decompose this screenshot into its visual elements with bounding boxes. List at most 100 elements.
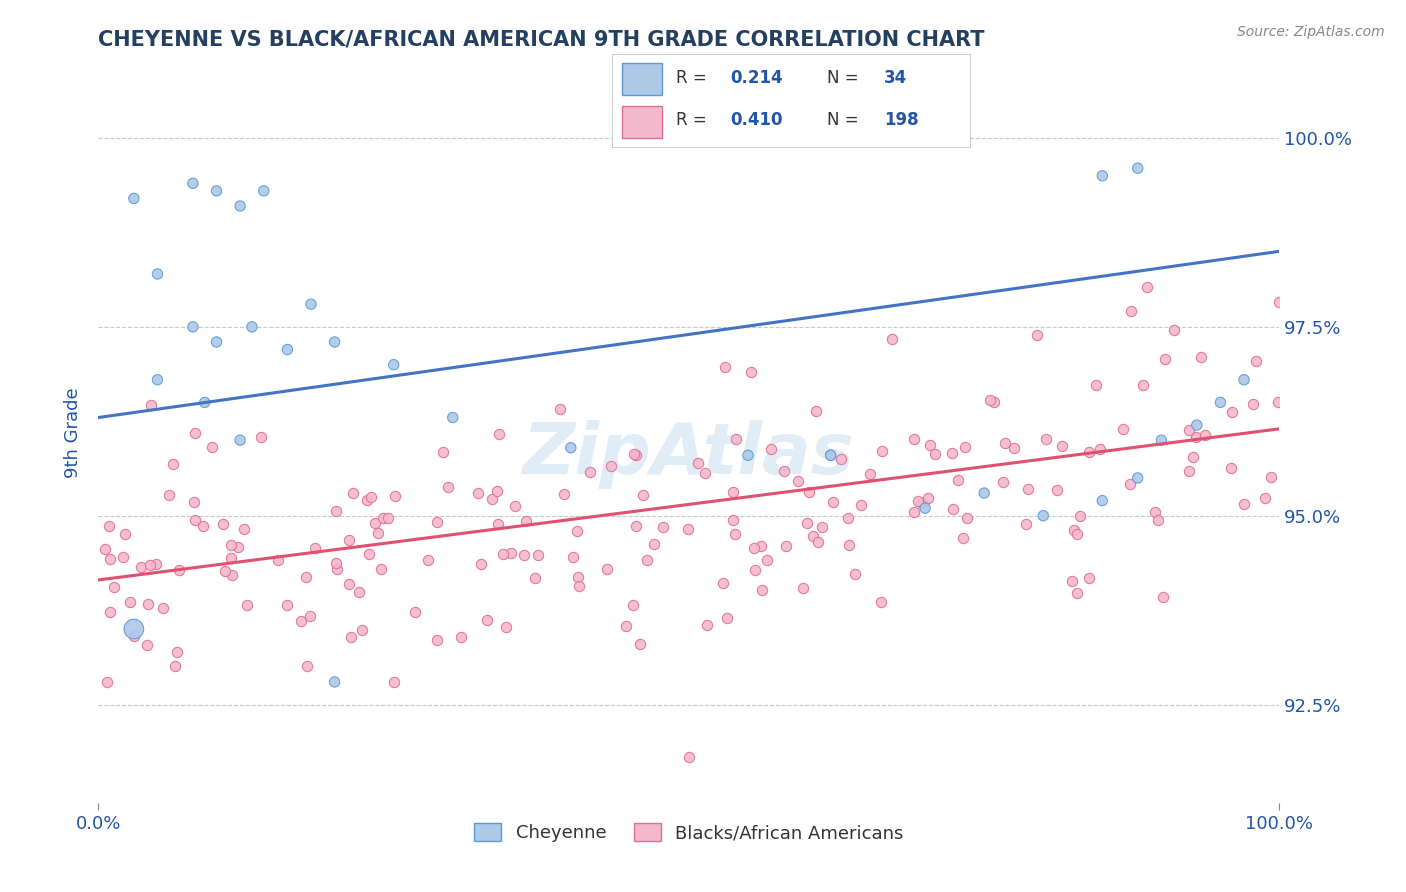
Point xyxy=(370,561,392,575)
Point xyxy=(201,441,224,455)
Point xyxy=(1254,491,1277,505)
Point xyxy=(382,674,405,689)
Point xyxy=(226,541,249,555)
Point xyxy=(596,562,619,576)
Point xyxy=(723,513,745,527)
Point xyxy=(1181,450,1204,465)
Point xyxy=(955,440,977,454)
Point xyxy=(911,496,934,510)
Point xyxy=(118,595,141,609)
Point xyxy=(755,553,778,567)
Point xyxy=(914,501,936,516)
Point xyxy=(122,191,145,205)
Point xyxy=(693,466,716,480)
Point xyxy=(920,438,942,452)
Point xyxy=(821,495,844,509)
Point xyxy=(924,447,946,461)
Point xyxy=(491,547,513,561)
Point xyxy=(1132,378,1154,392)
Point xyxy=(1069,508,1091,523)
Point xyxy=(304,541,326,556)
Point xyxy=(716,611,738,625)
Point xyxy=(1112,422,1135,436)
Point xyxy=(184,513,207,527)
Point xyxy=(337,533,360,548)
Point xyxy=(357,547,380,561)
Point xyxy=(1194,428,1216,442)
Point xyxy=(475,613,498,627)
Point xyxy=(787,474,810,488)
Y-axis label: 9th Grade: 9th Grade xyxy=(65,387,83,478)
Point xyxy=(623,599,645,613)
Point xyxy=(676,523,699,537)
Legend: Cheyenne, Blacks/African Americans: Cheyenne, Blacks/African Americans xyxy=(467,815,911,849)
Point xyxy=(737,448,759,462)
Point xyxy=(212,517,235,532)
Point xyxy=(1025,327,1047,342)
Text: N =: N = xyxy=(827,70,863,87)
Point xyxy=(1035,432,1057,446)
Point xyxy=(1178,464,1201,478)
Point xyxy=(1220,461,1243,475)
Point xyxy=(1063,523,1085,537)
Point xyxy=(360,490,382,504)
Point xyxy=(1153,352,1175,367)
Point xyxy=(801,529,824,543)
Point xyxy=(1233,373,1256,387)
Point xyxy=(167,563,190,577)
Point xyxy=(1143,505,1166,519)
Point xyxy=(1233,496,1256,510)
Point xyxy=(240,319,263,334)
Point xyxy=(295,570,318,584)
Point xyxy=(993,436,1015,450)
Point xyxy=(96,674,118,689)
Point xyxy=(233,522,256,536)
Point xyxy=(515,514,537,528)
Point xyxy=(136,597,159,611)
Point xyxy=(450,630,472,644)
Point xyxy=(1066,586,1088,600)
Point xyxy=(267,553,290,567)
Point xyxy=(162,457,184,471)
Point xyxy=(184,425,207,440)
Point xyxy=(979,392,1001,407)
Point xyxy=(1177,423,1199,437)
Point xyxy=(367,525,389,540)
Point xyxy=(1121,304,1143,318)
Point xyxy=(181,319,204,334)
Point xyxy=(356,493,378,508)
Point xyxy=(1084,378,1107,392)
FancyBboxPatch shape xyxy=(623,106,662,138)
Point xyxy=(623,447,645,461)
Point xyxy=(859,467,882,481)
Point xyxy=(377,510,399,524)
Point xyxy=(382,358,405,372)
Point xyxy=(773,464,796,478)
Text: 198: 198 xyxy=(884,112,918,129)
Point xyxy=(775,539,797,553)
Point xyxy=(1091,493,1114,508)
Point xyxy=(441,410,464,425)
Point xyxy=(624,448,647,462)
Point xyxy=(1185,418,1208,433)
Point xyxy=(633,488,655,502)
Point xyxy=(437,480,460,494)
Point xyxy=(352,623,374,637)
Point xyxy=(678,750,700,764)
Point xyxy=(527,548,550,562)
Text: N =: N = xyxy=(827,112,863,129)
Point xyxy=(235,598,257,612)
Point xyxy=(830,452,852,467)
Point xyxy=(326,562,349,576)
Point xyxy=(129,560,152,574)
Text: ZipAtlas: ZipAtlas xyxy=(523,420,855,490)
Point xyxy=(849,498,872,512)
Point xyxy=(486,516,509,531)
Point xyxy=(467,485,489,500)
Point xyxy=(837,510,859,524)
Point xyxy=(485,483,508,498)
Point xyxy=(838,537,860,551)
Point xyxy=(942,502,965,516)
Point xyxy=(221,537,243,551)
Point xyxy=(956,511,979,525)
